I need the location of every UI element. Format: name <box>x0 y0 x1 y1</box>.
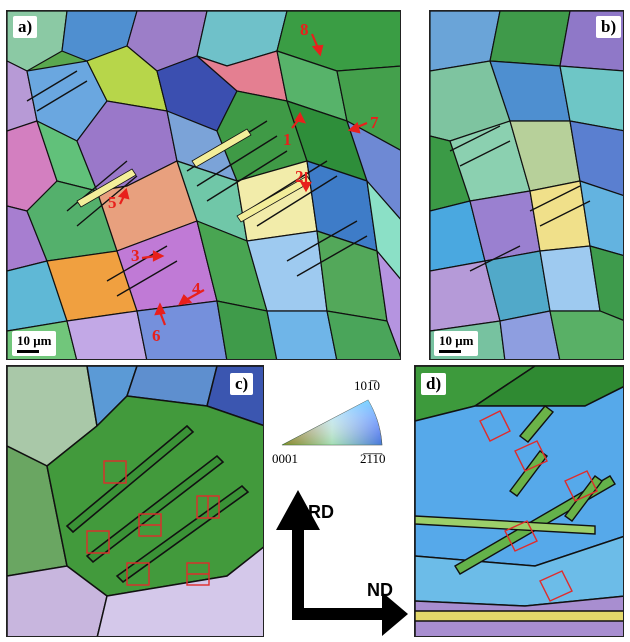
scale-bar-line-a <box>17 350 39 353</box>
scale-label-a: 10 μm <box>17 333 52 348</box>
ebsd-map-a <box>6 10 401 360</box>
color-key-triangle: 101̅0 0001 2̅1̅1̅0 <box>272 378 386 466</box>
color-key-right-label: 2̅1̅1̅0 <box>360 451 386 466</box>
grain-map-a <box>7 11 400 359</box>
color-key-left-label: 0001 <box>272 451 298 466</box>
color-key-top-label: 101̅0 <box>354 378 380 393</box>
grain-marker-5: 5 <box>108 193 117 212</box>
panel-label-a: a) <box>13 16 38 38</box>
grain-marker-1: 1 <box>283 130 292 149</box>
grain-marker-6: 6 <box>152 326 161 345</box>
ebsd-map-d <box>414 365 624 637</box>
orientation-color-key: 101̅0 0001 2̅1̅1̅0 <box>272 370 402 470</box>
grain-marker-8: 8 <box>300 20 309 39</box>
scale-bar-line-b <box>439 350 461 353</box>
sample-axes: RD ND <box>272 480 412 637</box>
grain-marker-7: 7 <box>370 113 379 132</box>
grain-map-c <box>7 366 263 636</box>
scale-bar-b: 10 μm <box>434 331 479 356</box>
panel-label-c: c) <box>230 373 254 395</box>
scale-bar-a: 10 μm <box>12 331 57 356</box>
axis-label-nd: ND <box>367 580 393 600</box>
ebsd-map-c <box>6 365 264 637</box>
grain-map-b <box>430 11 623 359</box>
grain-map-d <box>415 366 623 636</box>
grain-marker-4: 4 <box>192 279 201 298</box>
axes-arrows: RD ND <box>276 490 408 636</box>
axis-label-rd: RD <box>308 502 334 522</box>
grain-marker-3: 3 <box>131 246 140 265</box>
scale-label-b: 10 μm <box>439 333 474 348</box>
grain-marker-2: 2 <box>295 167 304 186</box>
ebsd-map-b <box>429 10 624 360</box>
panel-label-b: b) <box>596 16 622 38</box>
panel-label-d: d) <box>421 373 447 395</box>
